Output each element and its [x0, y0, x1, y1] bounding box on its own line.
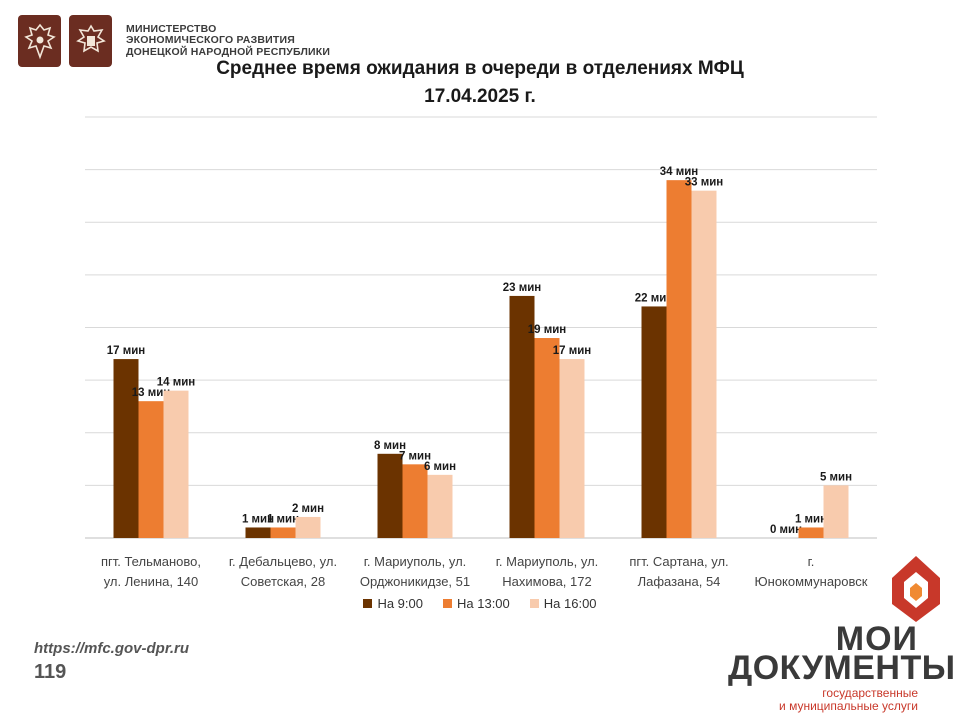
dpr-emblem-icon	[69, 15, 112, 67]
bar	[245, 527, 271, 538]
bar	[138, 401, 164, 538]
data-label: 17 мин	[107, 345, 146, 357]
category-label: Нахимова, 172	[502, 574, 591, 589]
category-label: Лафазана, 54	[638, 574, 721, 589]
russia-emblem-icon	[18, 15, 61, 67]
data-label: 1 мин	[267, 513, 299, 525]
brand-subtitle: и муниципальные услуги	[779, 699, 918, 713]
data-label: 22 мин	[635, 292, 674, 304]
data-label: 0 мин	[770, 524, 802, 536]
bar	[509, 295, 535, 538]
ministry-line: МИНИСТЕРСТВО	[126, 22, 217, 35]
data-label: 33 мин	[685, 177, 724, 189]
brand-word-1: МОИ	[835, 620, 918, 658]
legend-swatch	[443, 599, 452, 608]
legend-item: На 13:00	[443, 596, 510, 611]
data-label: 6 мин	[424, 461, 456, 473]
legend-label: На 9:00	[377, 596, 423, 611]
website-url: https://mfc.gov-dpr.ru	[34, 640, 189, 657]
bar	[295, 516, 321, 538]
data-label: 14 мин	[157, 377, 196, 389]
category-label: Орджоникидзе, 51	[360, 574, 470, 589]
brand-word-2: ДОКУМЕНТЫ	[728, 649, 956, 687]
bar	[823, 485, 849, 538]
ministry-line: ДОНЕЦКОЙ НАРОДНОЙ РЕСПУБЛИКИ	[126, 45, 331, 58]
chart-date: 17.04.2025 г.	[424, 86, 536, 107]
data-label: 1 мин	[242, 513, 274, 525]
bar	[641, 306, 667, 538]
data-label: 1 мин	[795, 513, 827, 525]
bar	[798, 527, 824, 538]
bar	[377, 453, 403, 538]
data-label: 5 мин	[820, 471, 852, 483]
bar	[163, 390, 189, 538]
bar	[534, 338, 560, 538]
category-label: г. Дебальцево, ул.	[229, 554, 337, 569]
category-label: пгт. Тельманово,	[101, 554, 201, 569]
header: МИНИСТЕРСТВО ЭКОНОМИЧЕСКОГО РАЗВИТИЯ ДОН…	[18, 14, 330, 68]
ministry-line: ЭКОНОМИЧЕСКОГО РАЗВИТИЯ	[126, 34, 296, 47]
data-label: 7 мин	[399, 450, 431, 462]
category-label: пгт. Сартана, ул.	[629, 554, 728, 569]
data-label: 13 мин	[132, 387, 171, 399]
bar	[666, 180, 692, 538]
moi-dokumenty-logo-icon	[892, 556, 940, 622]
legend-item: На 9:00	[363, 596, 423, 611]
legend-item: На 16:00	[529, 596, 597, 611]
data-label: 8 мин	[374, 440, 406, 452]
data-label: 19 мин	[528, 324, 567, 336]
brand-subtitle: государственные	[822, 686, 918, 700]
chart-title: Среднее время ожидания в очереди в отдел…	[216, 58, 744, 79]
chart-legend: На 9:00 На 13:00 На 16:00	[0, 596, 960, 611]
bar	[402, 464, 428, 538]
category-label: ул. Ленина, 140	[104, 574, 199, 589]
bar	[113, 359, 139, 538]
data-label: 23 мин	[503, 282, 542, 294]
brand-block: МОИ ДОКУМЕНТЫ государственные и муниципа…	[728, 620, 956, 713]
legend-swatch	[529, 599, 539, 608]
bar	[270, 527, 296, 538]
category-label: г. Мариуполь, ул.	[364, 554, 467, 569]
legend-label: На 16:00	[543, 596, 597, 611]
bar	[691, 190, 717, 539]
category-label: г. Мариуполь, ул.	[496, 554, 599, 569]
data-label: 2 мин	[292, 503, 324, 515]
page-number: 119	[34, 661, 67, 683]
data-label: 17 мин	[553, 345, 592, 357]
category-label: Советская, 28	[241, 574, 325, 589]
ministry-name: МИНИСТЕРСТВО ЭКОНОМИЧЕСКОГО РАЗВИТИЯ ДОН…	[126, 22, 331, 59]
data-label: 34 мин	[660, 166, 699, 178]
bar	[559, 359, 585, 538]
legend-label: На 13:00	[457, 596, 510, 611]
category-label: Юнокоммунаровск	[755, 574, 868, 589]
category-label: г.	[808, 554, 815, 569]
legend-swatch	[363, 599, 373, 608]
bar	[427, 474, 453, 538]
